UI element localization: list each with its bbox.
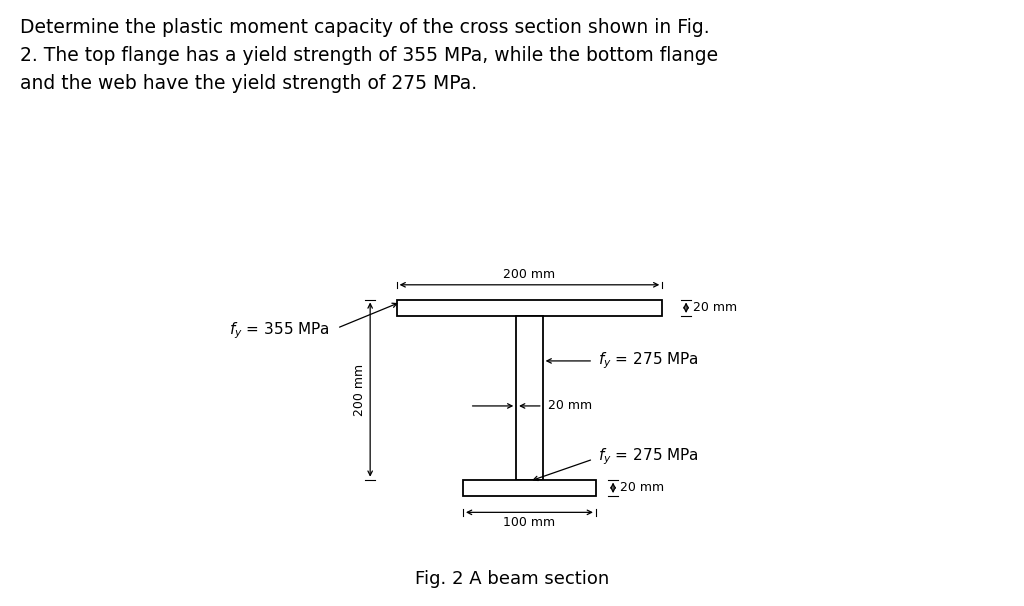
- Text: 100 mm: 100 mm: [504, 516, 555, 530]
- Text: 20 mm: 20 mm: [692, 301, 737, 315]
- Text: $f_y$ = 275 MPa: $f_y$ = 275 MPa: [598, 447, 699, 467]
- Text: 20 mm: 20 mm: [620, 481, 664, 494]
- Text: 20 mm: 20 mm: [548, 399, 592, 413]
- Text: Determine the plastic moment capacity of the cross section shown in Fig.
2. The : Determine the plastic moment capacity of…: [20, 18, 719, 93]
- Bar: [396, 299, 663, 316]
- Text: Fig. 2 A beam section: Fig. 2 A beam section: [415, 570, 609, 588]
- Text: $f_y$ = 275 MPa: $f_y$ = 275 MPa: [598, 351, 699, 371]
- Text: 200 mm: 200 mm: [353, 364, 366, 416]
- Bar: [516, 316, 543, 479]
- Text: $f_y$ = 355 MPa: $f_y$ = 355 MPa: [229, 321, 331, 341]
- Bar: [463, 479, 596, 496]
- Text: 200 mm: 200 mm: [504, 268, 555, 281]
